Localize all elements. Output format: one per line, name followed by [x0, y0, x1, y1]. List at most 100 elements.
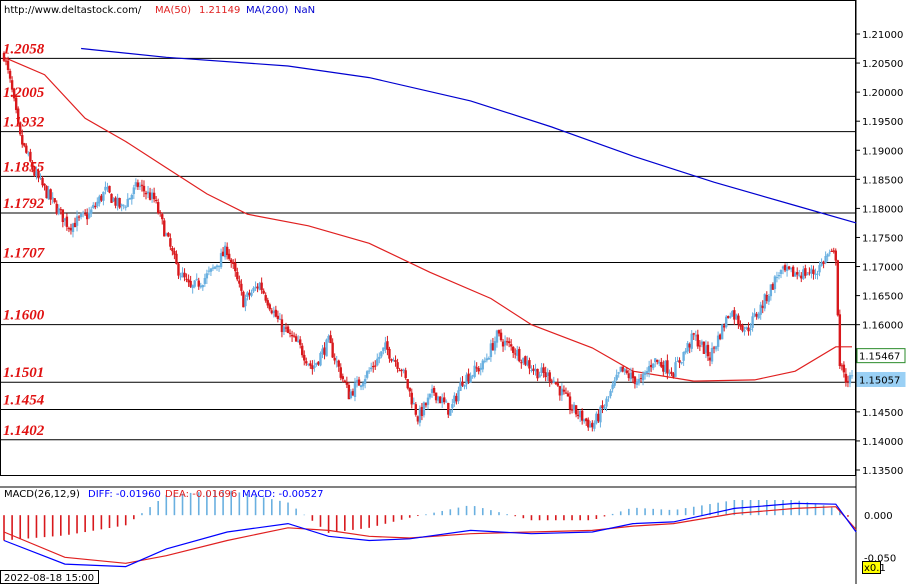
candle-body [278, 318, 282, 320]
candle-body [684, 350, 687, 353]
candle-body [351, 391, 355, 396]
candle-body [678, 360, 681, 363]
macd-diff-line [3, 502, 857, 568]
candle-body [367, 370, 371, 372]
candle-body [27, 153, 30, 155]
candle-body [542, 367, 545, 373]
y-tick-label: 1.17000 [862, 263, 903, 274]
candle-body [613, 380, 616, 386]
candle-body [284, 327, 288, 329]
candle-body [802, 269, 805, 279]
candle-body [487, 357, 491, 360]
candle-body [61, 209, 65, 223]
candle-body [483, 360, 487, 362]
candle-body [471, 375, 474, 377]
macd-title: MACD(26,12,9) [4, 489, 80, 500]
candle-body [696, 334, 700, 347]
candle-body [250, 292, 253, 296]
candle-body [495, 330, 499, 343]
candle-body [633, 376, 637, 384]
candle-body [404, 370, 407, 379]
candle-body [838, 314, 842, 366]
candle-body [388, 348, 391, 359]
candle-body [327, 335, 330, 340]
candle-body [73, 222, 77, 228]
candle-body [420, 406, 424, 416]
candle-body [37, 171, 40, 179]
candle-body [163, 220, 166, 237]
candle-body [526, 361, 529, 366]
candle-body [617, 372, 620, 374]
y-tick-label: 1.17500 [862, 233, 903, 244]
candle-body [104, 186, 107, 191]
candle-body [538, 374, 541, 378]
candle-body [10, 80, 14, 90]
candle-body [647, 366, 651, 372]
price-label-text: 1.15467 [859, 352, 900, 363]
candle-body [221, 251, 225, 257]
candle-body [329, 335, 332, 344]
candle-body [562, 389, 566, 392]
macd-tick-label: -0.050 [864, 553, 896, 564]
y-tick-label: 1.18000 [862, 204, 903, 215]
candle-body [159, 212, 162, 214]
candle-body [800, 275, 803, 279]
candle-body [244, 298, 247, 307]
candle-body [21, 135, 24, 145]
candle-body [735, 314, 738, 319]
candle-body [477, 368, 480, 372]
level-label: 1.1454 [3, 393, 45, 409]
candle-body [828, 252, 831, 254]
candle-body [396, 362, 399, 369]
candle-body [169, 238, 172, 247]
header-url[interactable]: http://www.deltastock.com/ [4, 5, 142, 16]
candle-body [767, 295, 771, 302]
candle-body [783, 265, 787, 271]
candle-body [599, 406, 602, 423]
candle-body [530, 370, 533, 372]
candle-body [53, 198, 56, 203]
candle-body [564, 392, 568, 394]
candle-body [493, 341, 497, 351]
candle-body [333, 357, 336, 361]
candle-body [820, 262, 823, 266]
candle-body [824, 256, 827, 263]
candle-body [635, 381, 639, 385]
candle-body [660, 362, 663, 367]
price-label-text: 1.15057 [859, 375, 900, 386]
candle-body [737, 315, 740, 325]
scale-label[interactable]: x0.1 [864, 563, 886, 574]
candle-body [118, 198, 121, 208]
candle-body [850, 375, 854, 377]
candle-body [656, 359, 659, 362]
candle-body [670, 371, 673, 374]
candle-body [100, 195, 103, 201]
candle-body [400, 369, 403, 372]
candle-body [193, 280, 196, 287]
candle-body [666, 360, 669, 374]
candle-body [463, 384, 466, 387]
candle-body [171, 247, 174, 252]
candle-body [798, 274, 801, 276]
scale-box[interactable] [862, 561, 881, 574]
candle-body [718, 334, 722, 340]
candle-body [363, 379, 367, 384]
candle-body [6, 60, 10, 70]
candle-body [611, 384, 614, 390]
candle-body [402, 369, 405, 371]
macd-dea-line [3, 506, 857, 564]
candle-body [35, 171, 38, 176]
candle-body [601, 405, 604, 408]
y-tick-label: 1.14000 [862, 437, 903, 448]
candle-body [625, 370, 629, 373]
candle-body [2, 52, 6, 61]
candle-body [505, 341, 509, 343]
candle-body [725, 316, 728, 328]
candle-body [771, 284, 775, 290]
candle-body [39, 177, 42, 179]
candle-body [248, 292, 251, 296]
candle-body [589, 424, 592, 428]
candle-body [479, 367, 482, 370]
candle-body [461, 381, 464, 386]
price-label-box [856, 371, 906, 387]
